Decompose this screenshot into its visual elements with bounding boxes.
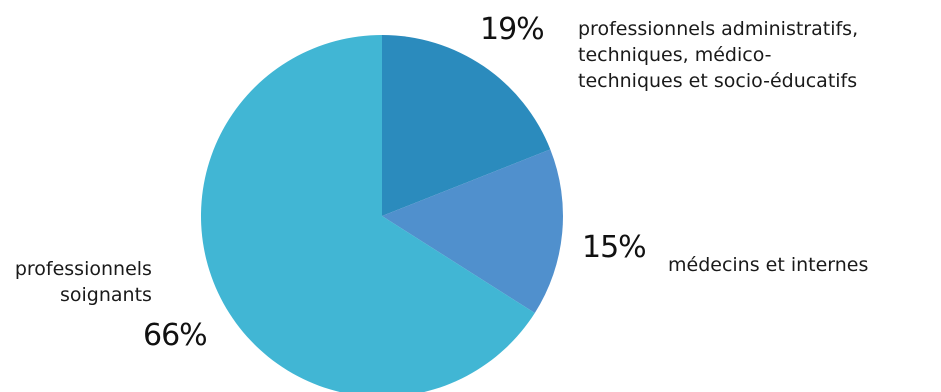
pie-slice-soignants (201, 35, 535, 392)
slice-value-soignants: 66% (143, 318, 208, 353)
slice-label-line: techniques et socio-éducatifs (578, 70, 858, 92)
pie-slice-administratifs (382, 35, 551, 216)
slice-label-line: professionnels administratifs, (578, 18, 859, 40)
slice-label-line: médecins et internes (668, 254, 869, 276)
slice-label-line: professionnels (14, 258, 152, 280)
slice-value-administratifs: 19% (480, 12, 545, 47)
slice-value-medecins: 15% (582, 230, 647, 265)
slice-label-medecins: médecins et internes (668, 252, 868, 278)
slice-label-administratifs: professionnels administratifs, technique… (578, 16, 858, 94)
slice-label-line: techniques, médico- (578, 44, 772, 66)
slice-label-line: soignants (60, 284, 152, 306)
pie-slice-medecins (382, 149, 563, 313)
slice-label-soignants: professionnels soignants (10, 256, 152, 308)
